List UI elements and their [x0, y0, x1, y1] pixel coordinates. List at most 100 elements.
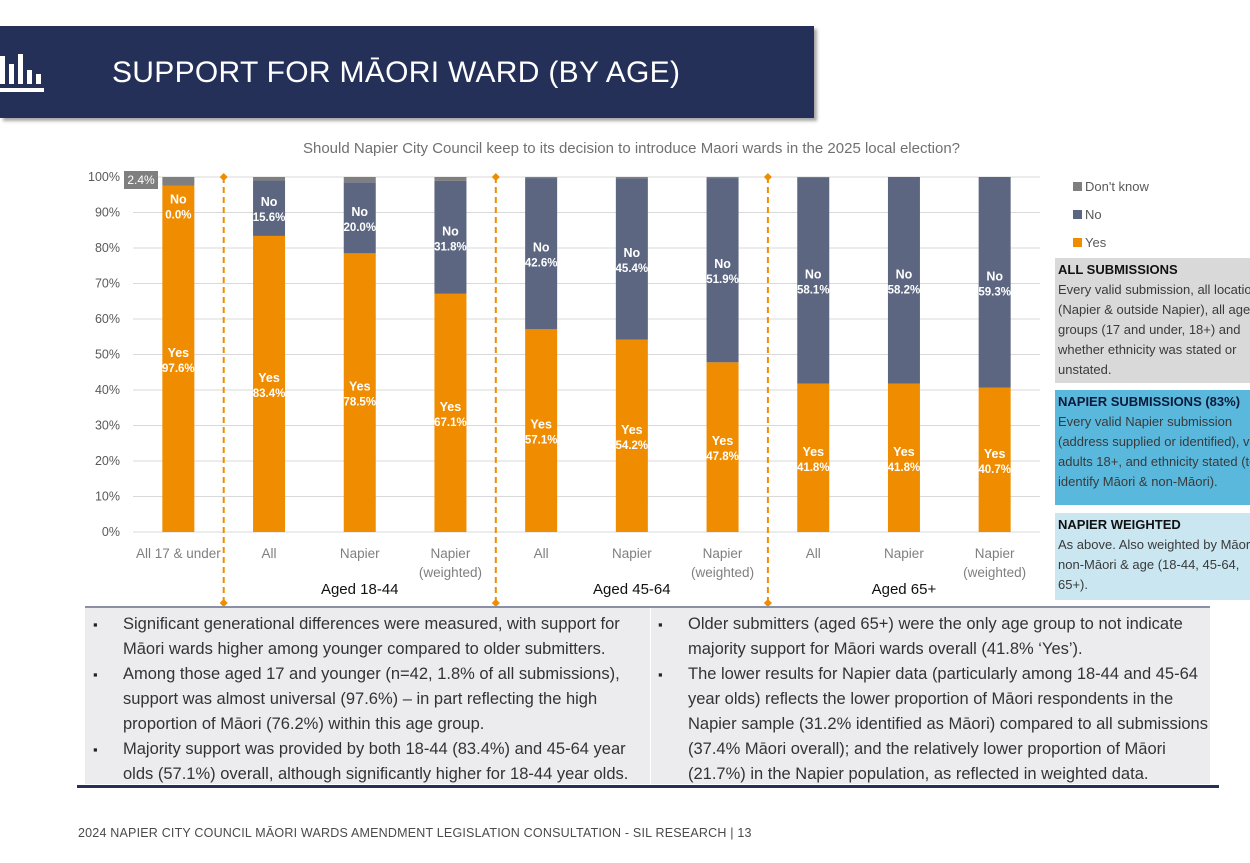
data-label-no-value: 0.0% — [165, 210, 191, 222]
data-label-yes: Yes — [258, 371, 280, 385]
info-box-line: non-Māori & age (18-44, 45-64, — [1058, 557, 1240, 572]
bar-no — [525, 178, 558, 330]
y-tick-label: 30% — [95, 419, 120, 433]
data-label-yes-value: 83.4% — [253, 388, 286, 400]
x-category-label: All — [534, 546, 549, 561]
data-label-no-value: 15.6% — [253, 212, 286, 224]
bar-yes — [615, 339, 648, 532]
bar-yes — [525, 329, 558, 532]
legend-swatch — [1073, 210, 1082, 219]
separator-marker — [491, 173, 500, 181]
chart-title: Should Napier City Council keep to its d… — [303, 140, 960, 157]
bar-no — [615, 178, 648, 340]
group-label: Aged 45-64 — [593, 581, 671, 598]
bar-yes — [978, 387, 1011, 532]
y-tick-label: 40% — [95, 383, 120, 397]
legend-label: Don't know — [1085, 179, 1150, 194]
separator-marker — [219, 173, 228, 181]
bar-don-t-know — [525, 177, 558, 179]
y-tick-label: 20% — [95, 454, 120, 468]
data-label-no-value: 58.2% — [888, 284, 921, 296]
x-category-label: Napier — [975, 546, 1015, 561]
info-box-line: As above. Also weighted by Māori, — [1058, 537, 1250, 552]
data-label-yes-value: 41.8% — [797, 462, 830, 474]
bar-don-t-know — [343, 177, 376, 183]
data-label-dontknow-box — [124, 171, 158, 189]
page-title: SUPPORT FOR MĀORI WARD (BY AGE) — [112, 56, 681, 89]
data-label-no: No — [533, 241, 550, 255]
legend-swatch — [1073, 182, 1082, 191]
info-box-line: 65+). — [1058, 577, 1088, 592]
info-box-napier-weighted: NAPIER WEIGHTED As above. Also weighted … — [1055, 513, 1250, 600]
bar-no — [706, 178, 739, 363]
x-category-label: Napier — [884, 546, 924, 561]
separator-marker — [763, 173, 772, 181]
x-category-label: Napier — [431, 546, 471, 561]
data-label-yes: Yes — [168, 346, 190, 360]
y-tick-label: 90% — [95, 206, 120, 220]
y-tick-label: 50% — [95, 348, 120, 362]
bar-don-t-know — [253, 177, 286, 181]
y-tick-label: 10% — [95, 490, 120, 504]
data-label-yes: Yes — [984, 447, 1006, 461]
data-label-yes: Yes — [349, 380, 371, 394]
data-label-yes: Yes — [440, 400, 462, 414]
data-label-no-value: 59.3% — [978, 286, 1011, 298]
data-label-yes: Yes — [712, 434, 734, 448]
info-box-title: ALL SUBMISSIONS — [1058, 262, 1178, 277]
bar-yes — [887, 383, 920, 532]
data-label-yes-value: 78.5% — [343, 397, 376, 409]
group-label: Aged 18-44 — [321, 581, 399, 598]
x-category-label: (weighted) — [419, 565, 482, 580]
bar-don-t-know — [615, 177, 648, 179]
data-label-yes: Yes — [802, 445, 824, 459]
finding-bullet: Older submitters (aged 65+) were the onl… — [650, 612, 1210, 662]
legend-label: No — [1085, 207, 1102, 222]
x-category-label: (weighted) — [691, 565, 754, 580]
title-bar: SUPPORT FOR MĀORI WARD (BY AGE) — [0, 26, 814, 118]
separator-marker — [763, 599, 772, 607]
info-box-line: Every valid Napier submission — [1058, 414, 1233, 429]
bar-yes — [343, 253, 376, 532]
data-label-yes-value: 97.6% — [162, 363, 195, 375]
data-label-yes-value: 57.1% — [525, 435, 558, 447]
info-box-line: whether ethnicity was stated or — [1058, 342, 1237, 357]
info-box-line: identify Māori & non-Māori). — [1058, 474, 1218, 489]
bar-yes — [706, 362, 739, 532]
findings-right-column: Older submitters (aged 65+) were the onl… — [650, 612, 1210, 787]
bottom-rule — [77, 785, 1219, 788]
bar-yes — [797, 383, 830, 532]
bar-yes — [162, 185, 195, 532]
legend-swatch — [1073, 238, 1082, 247]
data-label-no: No — [170, 193, 187, 207]
y-tick-label: 60% — [95, 312, 120, 326]
data-label-dontknow-value: 2.4% — [127, 173, 155, 187]
bar-no — [887, 177, 920, 384]
finding-bullet: Among those aged 17 and younger (n=42, 1… — [85, 662, 645, 737]
x-category-label: All — [806, 546, 821, 561]
bar-no — [978, 177, 1011, 388]
data-label-yes-value: 40.7% — [978, 464, 1011, 476]
bar-no — [343, 182, 376, 254]
data-label-yes-value: 41.8% — [888, 462, 921, 474]
group-label: Aged 65+ — [872, 581, 937, 598]
stacked-bar-chart: Should Napier City Council keep to its d… — [88, 140, 1150, 607]
finding-bullet: Majority support was provided by both 18… — [85, 737, 645, 787]
findings-panel: Significant generational differences wer… — [85, 606, 1210, 784]
data-label-no-value: 51.9% — [706, 274, 739, 286]
finding-bullet: Significant generational differences wer… — [85, 612, 645, 662]
y-tick-label: 70% — [95, 277, 120, 291]
separator-marker — [219, 599, 228, 607]
info-box-line: unstated. — [1058, 362, 1112, 377]
data-label-no: No — [351, 205, 368, 219]
x-category-label: Napier — [703, 546, 743, 561]
info-box-line: Every valid submission, all locations — [1058, 282, 1250, 297]
bar-no — [797, 177, 830, 384]
x-category-label: (weighted) — [963, 565, 1026, 580]
info-box-line: adults 18+, and ethnicity stated (to — [1058, 454, 1250, 469]
data-label-no-value: 42.6% — [525, 258, 558, 270]
bar-no — [434, 180, 467, 294]
bar-yes — [253, 235, 286, 532]
data-label-yes: Yes — [530, 418, 552, 432]
bar-yes — [434, 293, 467, 532]
